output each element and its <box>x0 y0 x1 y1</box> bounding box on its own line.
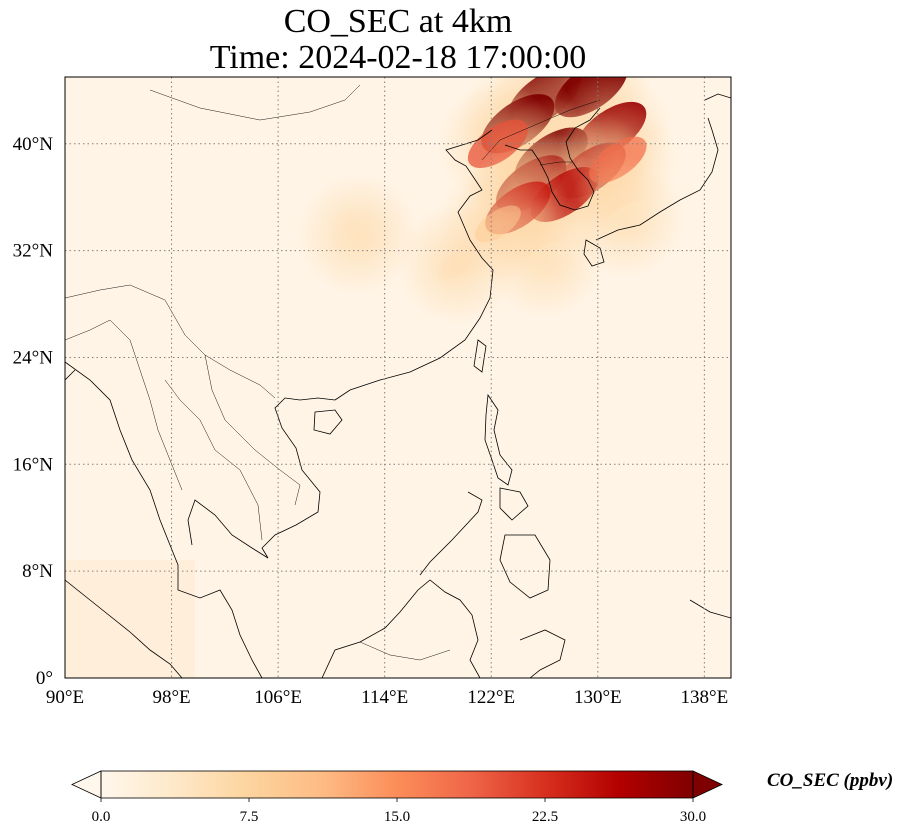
indochina-coast <box>65 361 263 678</box>
mindanao-island <box>499 534 551 599</box>
border-korea <box>539 161 572 166</box>
co-plume-13 <box>437 247 479 281</box>
luzon-island <box>484 393 513 486</box>
map-axes: 90°E 98°E 106°E 114°E 122°E 130°E 138°E 0° 8°N 16… <box>13 134 729 708</box>
colorbar-extend-min <box>71 770 102 799</box>
border-china-south <box>65 284 276 399</box>
colorbar-extend-max <box>692 770 723 799</box>
lat-tick-label: 16°N <box>13 454 54 475</box>
co-plume-glow-13 <box>397 203 518 324</box>
lon-tick-label: 114°E <box>361 687 408 708</box>
gridlines <box>65 77 731 678</box>
co-plume-14 <box>338 218 378 251</box>
map-title-line1: CO_SEC at 4km <box>283 3 513 40</box>
colorbar-tick-label: 30.0 <box>680 809 706 825</box>
colorbar-gradient <box>101 771 693 798</box>
lat-tick-label: 0° <box>36 668 53 689</box>
lat-tick-label: 24°N <box>13 347 54 368</box>
lat-tick-label: 32°N <box>13 241 54 262</box>
hainan-island <box>313 409 343 435</box>
co-plume-glow-16 <box>564 157 685 278</box>
colorbar-ticks: 0.0 7.5 15.0 22.5 30.0 <box>92 798 706 825</box>
visayas-islands <box>499 487 529 521</box>
china-coastline <box>334 129 494 401</box>
colorbar-tick-label: 7.5 <box>240 809 259 825</box>
sulawesi-coast <box>519 629 566 678</box>
border-china-mongolia <box>149 84 361 121</box>
lon-tick-label: 98°E <box>152 687 190 708</box>
map-area <box>65 77 731 678</box>
lon-tick-label: 138°E <box>681 687 729 708</box>
bay-of-bengal-coast <box>65 369 76 381</box>
japan-honshu <box>595 117 719 241</box>
border-india-myanmar <box>65 319 131 341</box>
hokkaido-island <box>704 93 731 101</box>
border-laos-vietnam <box>204 354 301 506</box>
map-title-line2: Time: 2024-02-18 17:00:00 <box>209 39 587 76</box>
border-china-russia <box>481 99 601 161</box>
co-plume-glow-14 <box>298 174 419 295</box>
country-borders <box>65 84 601 661</box>
lat-tick-label: 40°N <box>13 134 54 155</box>
sumatra-coast <box>65 579 183 678</box>
border-malaysia-kalimantan <box>359 641 451 661</box>
lon-tick-label: 130°E <box>574 687 622 708</box>
co-plume-15 <box>524 241 565 274</box>
lon-tick-label: 122°E <box>467 687 515 708</box>
gulf-of-tonkin-coast <box>261 397 336 559</box>
lon-tick-label: 90°E <box>46 687 84 708</box>
border-thailand-laos <box>164 379 263 541</box>
korean-peninsula <box>504 107 601 211</box>
gulf-of-thailand-coast <box>187 499 269 559</box>
colorbar-label: CO_SEC (ppbv) <box>767 770 894 791</box>
colorbar: 0.0 7.5 15.0 22.5 30.0 <box>71 770 723 825</box>
colorbar-tick-label: 22.5 <box>532 809 558 825</box>
co-field-layer <box>298 77 685 324</box>
background-haze <box>65 560 195 678</box>
co-plume-16 <box>604 201 645 233</box>
map-frame <box>64 76 732 679</box>
lat-tick-label: 8°N <box>22 561 53 582</box>
lon-tick-label: 106°E <box>254 687 302 708</box>
coastlines <box>65 93 731 678</box>
colorbar-tick-label: 15.0 <box>384 809 410 825</box>
colorbar-tick-label: 0.0 <box>92 809 111 825</box>
palawan-island <box>419 491 483 576</box>
papua-coast <box>689 599 731 619</box>
japan-kyushu <box>583 239 605 267</box>
